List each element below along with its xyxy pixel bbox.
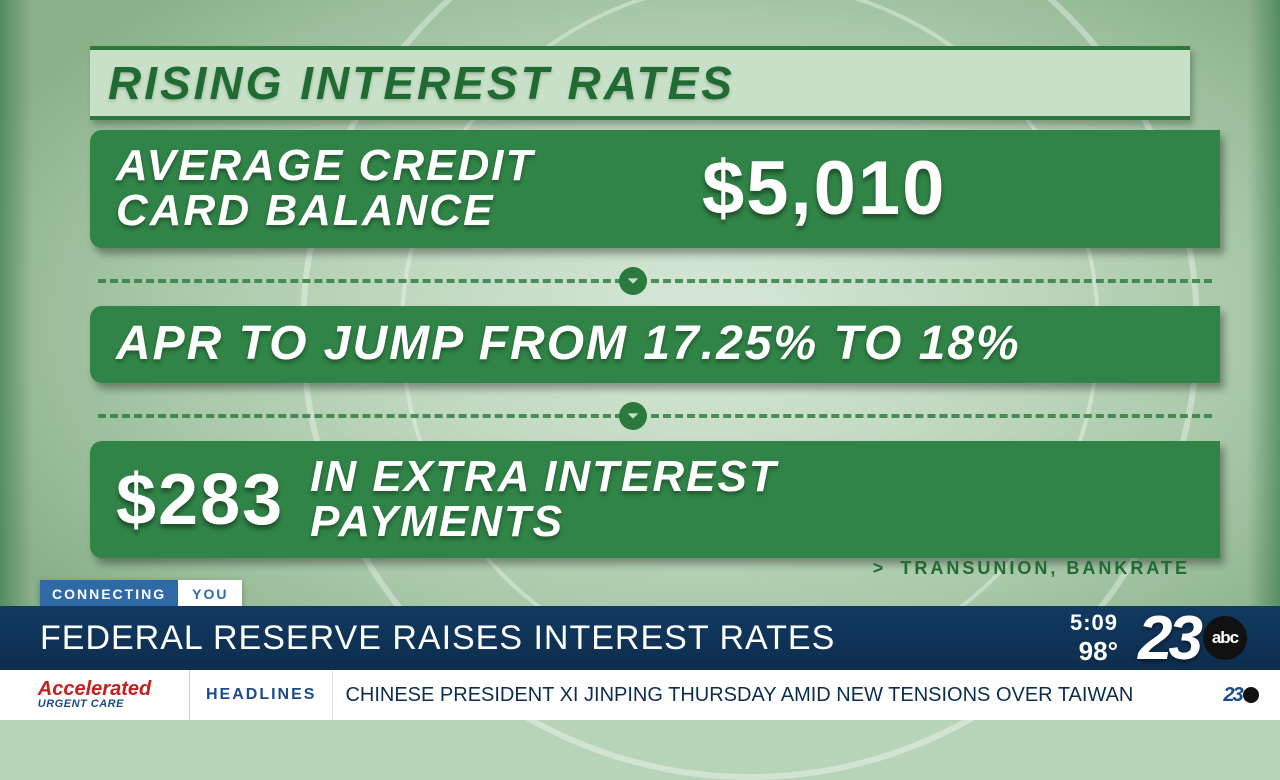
info-row-value: $283: [116, 459, 284, 541]
info-row-label: AVERAGE CREDIT CARD BALANCE: [116, 144, 676, 234]
network-badge: abc: [1203, 616, 1247, 660]
clock-time: 5:09: [1070, 610, 1118, 636]
connecting-label-right: YOU: [178, 580, 242, 608]
info-row-value: $5,010: [702, 145, 946, 232]
infographic-rows: AVERAGE CREDIT CARD BALANCE $5,010 APR T…: [90, 130, 1220, 576]
row-divider: [98, 266, 1212, 296]
source-text: TRANSUNION, BANKRATE: [900, 558, 1190, 578]
info-row: $283 IN EXTRA INTEREST PAYMENTS: [90, 441, 1220, 559]
chevron-down-icon: [619, 267, 647, 295]
headline-text: FEDERAL RESERVE RAISES INTEREST RATES: [40, 619, 835, 658]
info-row-label: IN EXTRA INTEREST PAYMENTS: [310, 455, 870, 545]
mini-channel-number: 23: [1223, 684, 1241, 707]
channel-number: 23: [1138, 603, 1199, 674]
ticker-sponsor: Accelerated URGENT CARE: [0, 670, 190, 720]
row-divider: [98, 401, 1212, 431]
caret-icon: >: [873, 558, 887, 578]
info-row-label: APR TO JUMP FROM 17.25% TO 18%: [116, 320, 1021, 369]
sponsor-name: Accelerated: [38, 680, 151, 698]
ticker-scroll-text: CHINESE PRESIDENT XI JINPING THURSDAY AM…: [333, 684, 1220, 707]
news-ticker: Accelerated URGENT CARE HEADLINES CHINES…: [0, 670, 1280, 720]
info-row: APR TO JUMP FROM 17.25% TO 18%: [90, 306, 1220, 383]
infographic-title-bar: RISING INTEREST RATES: [90, 46, 1190, 120]
ticker-label: HEADLINES: [190, 670, 333, 720]
mini-network-dot: [1243, 687, 1259, 703]
ticker-mini-logo: 23: [1220, 684, 1280, 707]
info-row: AVERAGE CREDIT CARD BALANCE $5,010: [90, 130, 1220, 248]
infographic-title: RISING INTEREST RATES: [108, 56, 1172, 110]
chevron-down-icon: [619, 402, 647, 430]
time-temp: 5:09 98°: [1070, 606, 1128, 670]
temperature: 98°: [1079, 636, 1118, 667]
source-attribution: > TRANSUNION, BANKRATE: [873, 558, 1190, 579]
connecting-tag: CONNECTING YOU: [40, 580, 242, 608]
connecting-label-left: CONNECTING: [40, 580, 178, 608]
station-logo: 23 abc: [1138, 598, 1262, 678]
